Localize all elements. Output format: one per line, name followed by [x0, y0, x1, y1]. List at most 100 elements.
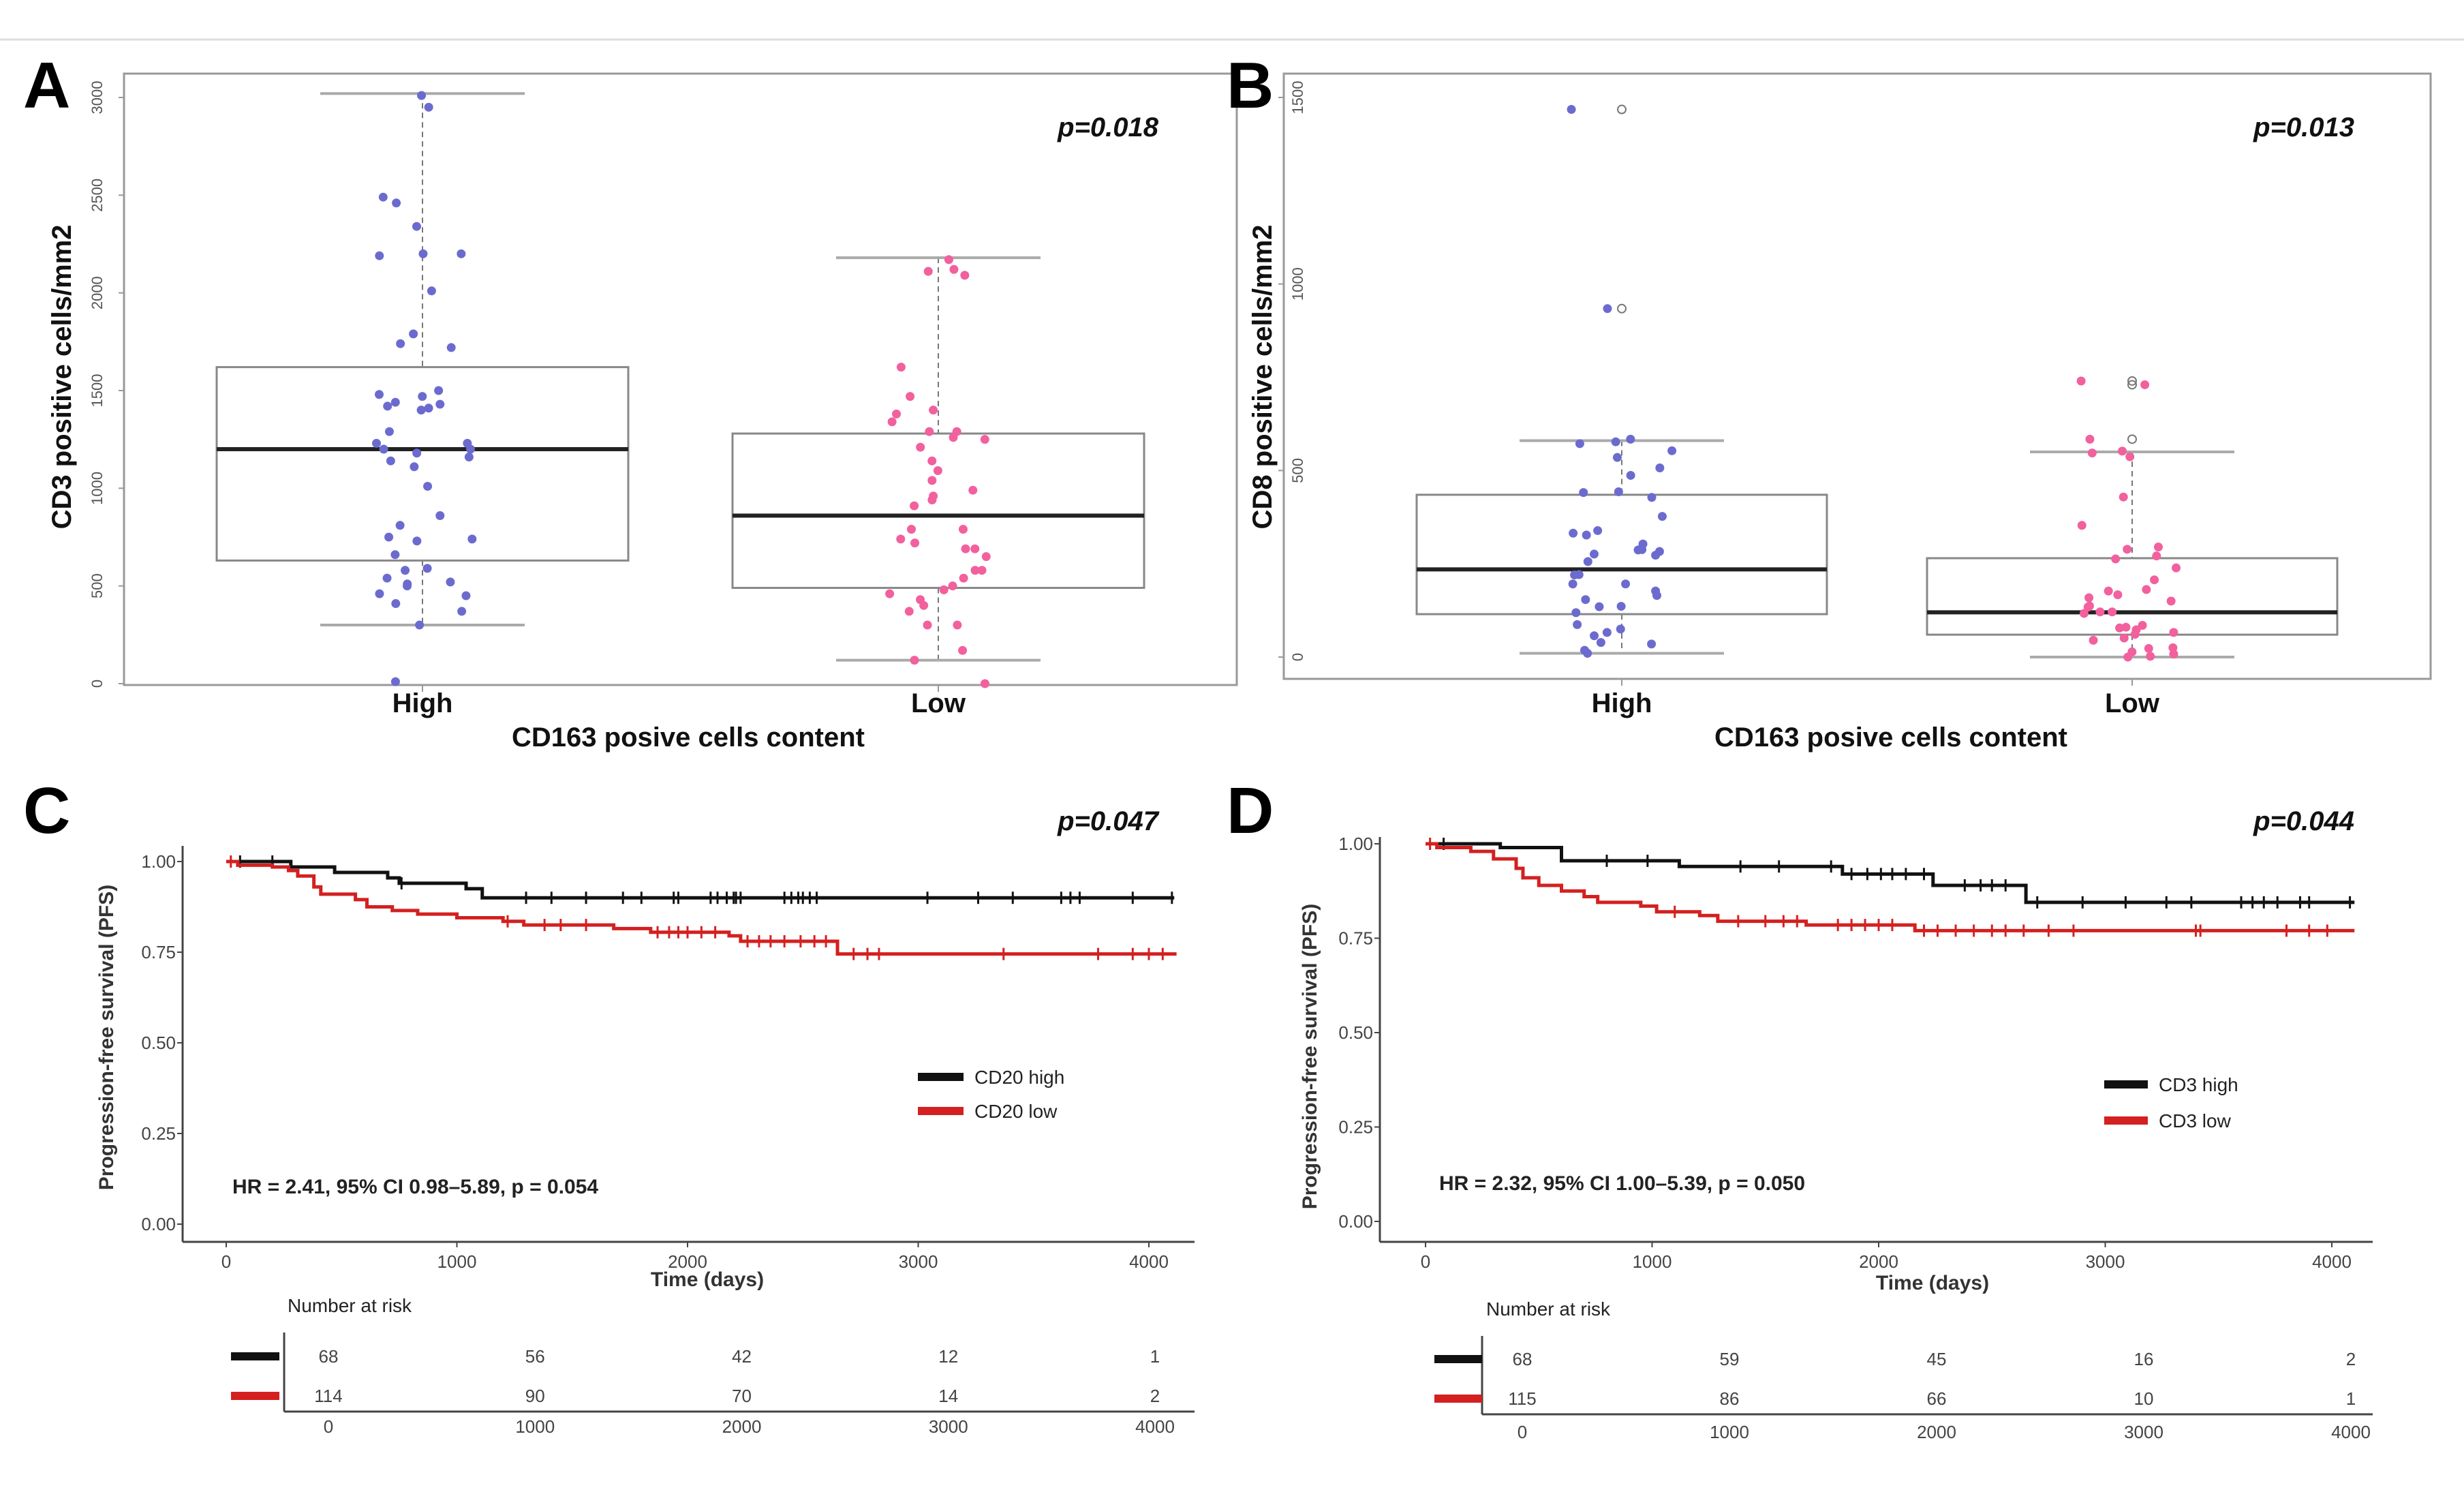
data-point [2140, 380, 2150, 389]
data-point [1582, 530, 1591, 540]
data-point [1616, 624, 1625, 634]
data-point [424, 404, 433, 413]
hazard-ratio-annotation: HR = 2.32, 95% CI 1.00–5.39, p = 0.050 [1439, 1172, 1805, 1195]
data-point [970, 544, 980, 553]
data-point [2169, 628, 2178, 637]
data-point [925, 427, 934, 436]
data-point [916, 442, 925, 452]
x-tick-label: Low [2105, 688, 2160, 718]
data-point [958, 525, 968, 534]
data-point [977, 566, 987, 575]
data-point [906, 392, 915, 401]
data-point [1616, 602, 1626, 611]
risk-x-tick-label: 0 [324, 1416, 333, 1437]
data-point [401, 566, 410, 575]
data-point [2142, 585, 2151, 594]
risk-count: 114 [314, 1386, 342, 1406]
data-point [887, 417, 897, 427]
data-point [395, 521, 405, 530]
outlier-marker [2127, 380, 2137, 390]
data-point [379, 444, 388, 454]
data-point [2113, 590, 2123, 600]
data-point [2108, 607, 2117, 617]
risk-count: 2 [2346, 1349, 2356, 1369]
box-iqr [731, 432, 1145, 590]
data-point [1596, 638, 1605, 648]
data-point [391, 598, 401, 608]
data-point [390, 550, 400, 560]
box-iqr [1926, 557, 2339, 636]
x-tick-label: 4000 [2312, 1251, 2352, 1272]
data-point [2153, 543, 2163, 552]
risk-x-tick-label: 2000 [722, 1416, 762, 1437]
data-point [907, 525, 917, 534]
data-point [1621, 579, 1631, 589]
y-tick-label: 500 [89, 573, 106, 598]
data-point [949, 264, 959, 274]
data-point [981, 552, 991, 562]
y-tick-label: 0.75 [141, 942, 176, 962]
data-point [424, 102, 433, 112]
data-point [390, 677, 400, 686]
data-point [2119, 633, 2129, 643]
risk-count: 1 [2346, 1388, 2356, 1409]
data-point [416, 406, 426, 415]
data-point [403, 581, 412, 591]
data-point [2150, 575, 2159, 585]
risk-count: 45 [1927, 1349, 1947, 1369]
risk-count: 1 [1150, 1346, 1160, 1367]
risk-count: 42 [732, 1346, 752, 1367]
data-point [910, 656, 919, 665]
x-axis-title: CD163 posive cells content [512, 722, 865, 752]
panel-b: Bp=0.013 CD8 positive cells/mm2 CD163 posi… [1227, 49, 2432, 752]
data-point [904, 607, 914, 616]
legend-label: CD20 high [974, 1067, 1064, 1088]
data-point [417, 91, 427, 100]
x-axis-title: CD163 posive cells content [1714, 722, 2067, 752]
data-point [2169, 650, 2178, 659]
risk-count: 115 [1508, 1388, 1536, 1409]
data-point [1567, 105, 1576, 115]
data-point [1611, 437, 1620, 446]
x-tick-label: 3000 [899, 1251, 938, 1272]
x-tick-label: High [1592, 688, 1652, 718]
data-point [919, 600, 929, 610]
data-point [446, 343, 456, 352]
x-tick-label: High [392, 688, 453, 718]
x-tick-label: 3000 [2086, 1251, 2125, 1272]
hazard-ratio-annotation: HR = 2.41, 95% CI 0.98–5.89, p = 0.054 [232, 1176, 598, 1198]
data-point [1667, 446, 1677, 455]
data-point [2138, 620, 2147, 630]
data-point [2085, 434, 2095, 444]
plot-frame [123, 72, 1238, 686]
data-point [384, 532, 394, 542]
data-point [2118, 446, 2127, 456]
data-point [427, 286, 436, 296]
data-point [980, 679, 989, 688]
data-point [392, 198, 401, 208]
data-point [2111, 554, 2121, 564]
data-point [375, 589, 384, 598]
data-point [1573, 620, 1582, 629]
data-point [896, 534, 906, 544]
p-value-label: p=0.047 [1057, 806, 1160, 836]
data-point [896, 363, 906, 372]
x-tick-label: 1000 [1633, 1251, 1672, 1272]
risk-x-tick-label: 0 [1518, 1422, 1527, 1442]
risk-x-tick-label: 1000 [1710, 1422, 1749, 1442]
data-point [923, 620, 932, 630]
data-point [949, 433, 958, 442]
x-tick-label: Low [911, 688, 966, 718]
data-point [2130, 630, 2140, 639]
data-point [2089, 635, 2098, 645]
data-point [435, 511, 445, 520]
panel-a: Ap=0.018 CD3 positive cells/mm2 CD163 posi… [23, 49, 1238, 752]
risk-count: 68 [1513, 1349, 1533, 1369]
data-point [409, 329, 418, 339]
risk-count: 14 [938, 1386, 958, 1406]
risk-x-tick-label: 4000 [1135, 1416, 1175, 1437]
risk-x-tick-label: 2000 [1917, 1422, 1956, 1442]
data-point [435, 399, 445, 409]
x-tick-label: 1000 [437, 1251, 477, 1272]
